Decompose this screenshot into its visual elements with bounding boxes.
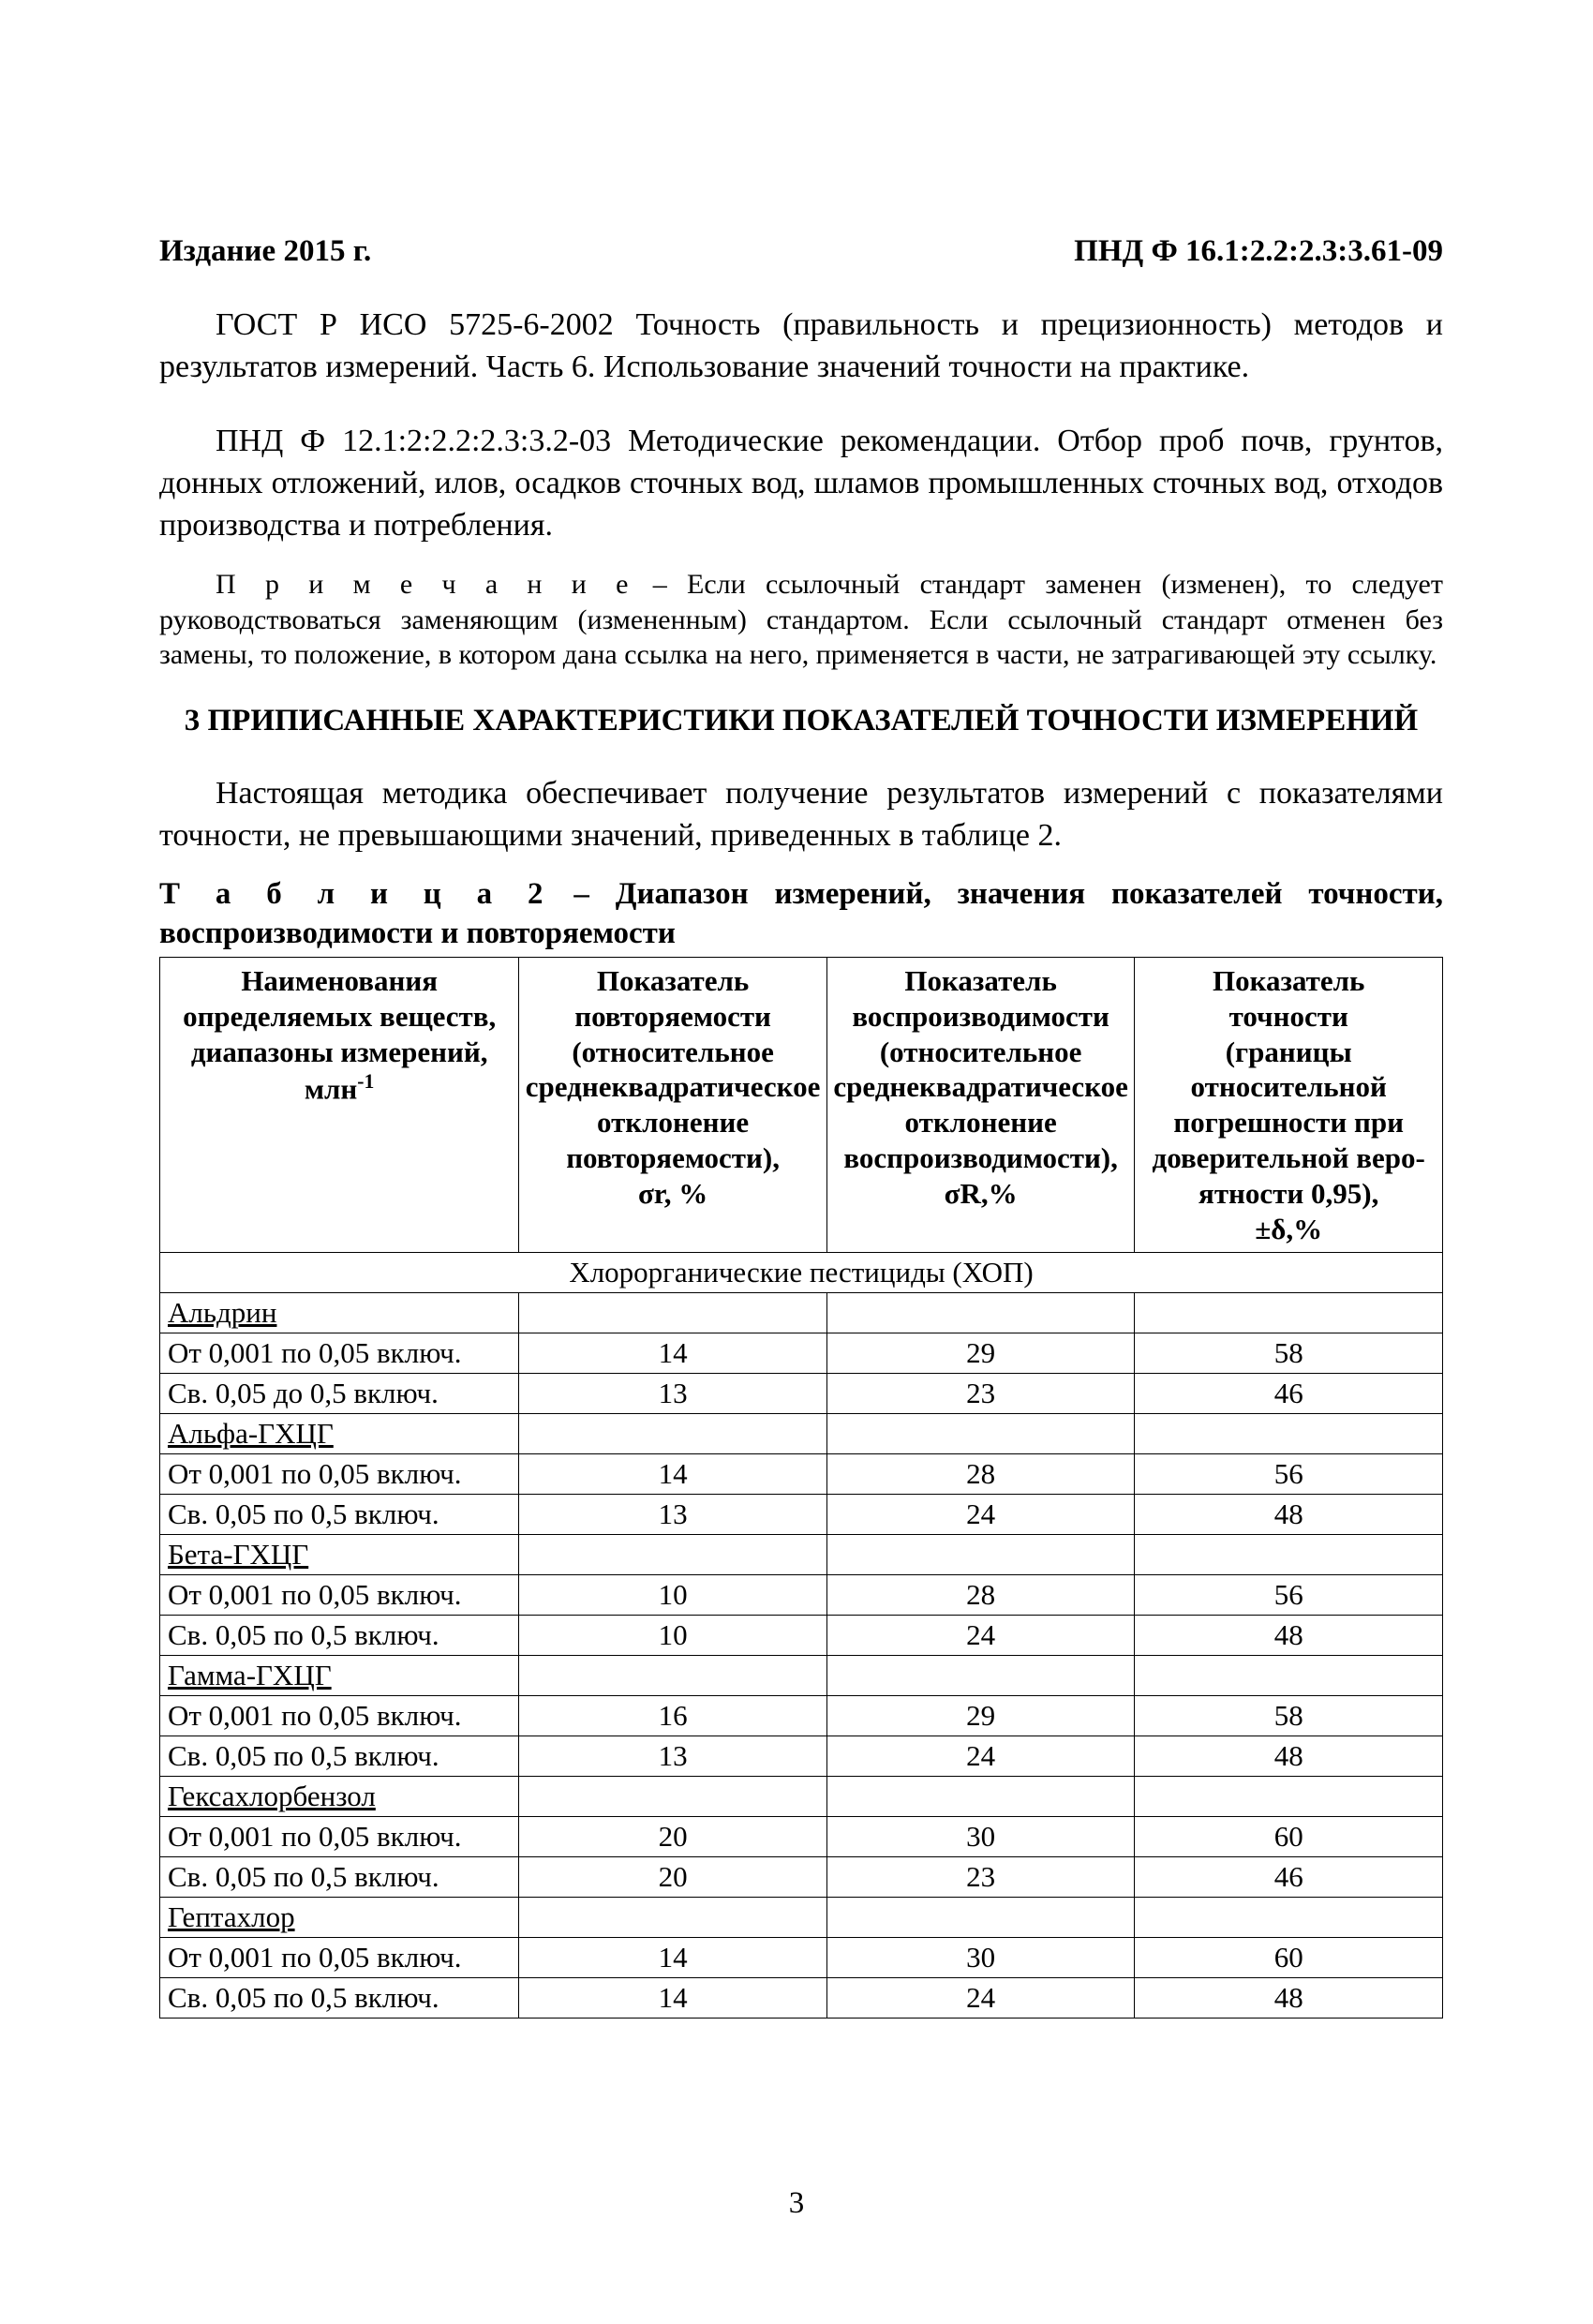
range-label: От 0,001 по 0,05 включ. [160, 1575, 519, 1616]
sigma-r: 10 [519, 1616, 827, 1656]
document-page: Издание 2015 г. ПНД Ф 16.1:2.2:2.3:3.61-… [0, 0, 1593, 2324]
sigma-R: 24 [826, 1978, 1135, 2019]
sigma-R: 28 [826, 1575, 1135, 1616]
delta: 58 [1135, 1333, 1443, 1374]
range-label: От 0,001 по 0,05 включ. [160, 1696, 519, 1736]
delta: 60 [1135, 1817, 1443, 1857]
table-row: Гамма-ГХЦГ [160, 1656, 1443, 1696]
delta: 48 [1135, 1495, 1443, 1535]
sigma-R: 29 [826, 1696, 1135, 1736]
sigma-r: 10 [519, 1575, 827, 1616]
table-caption-label: Т а б л и ц а 2 [159, 877, 548, 911]
table-row: Гептахлор [160, 1898, 1443, 1938]
table-row: От 0,001 по 0,05 включ.142958 [160, 1333, 1443, 1374]
sigma-r: 16 [519, 1696, 827, 1736]
table-row: Св. 0,05 по 0,5 включ.132448 [160, 1495, 1443, 1535]
table-row: Св. 0,05 по 0,5 включ.142448 [160, 1978, 1443, 2019]
table-row: Альдрин [160, 1293, 1443, 1333]
accuracy-table: Наименования определяемых веществ, диапа… [159, 957, 1443, 2019]
table-row: Св. 0,05 по 0,5 включ.132448 [160, 1736, 1443, 1777]
page-number: 3 [0, 2186, 1593, 2221]
range-label: От 0,001 по 0,05 включ. [160, 1817, 519, 1857]
range-label: От 0,001 по 0,05 включ. [160, 1454, 519, 1495]
sigma-r: 14 [519, 1333, 827, 1374]
range-label: Св. 0,05 по 0,5 включ. [160, 1857, 519, 1898]
sigma-r: 13 [519, 1495, 827, 1535]
table-row: От 0,001 по 0,05 включ.162958 [160, 1696, 1443, 1736]
substance-name: Гексахлорбензол [168, 1780, 376, 1812]
table-row: От 0,001 по 0,05 включ.102856 [160, 1575, 1443, 1616]
table-row: Гексахлорбензол [160, 1777, 1443, 1817]
table-body: Хлорорганические пестициды (ХОП) Альдрин… [160, 1253, 1443, 2019]
table-caption: Т а б л и ц а 2 – Диапазон измерений, зн… [159, 874, 1443, 953]
range-label: Св. 0,05 по 0,5 включ. [160, 1736, 519, 1777]
table-row: Св. 0,05 до 0,5 включ.132346 [160, 1374, 1443, 1414]
delta: 48 [1135, 1616, 1443, 1656]
substance-name: Альдрин [168, 1296, 276, 1329]
table-row: От 0,001 по 0,05 включ.143060 [160, 1938, 1443, 1978]
table-section-label: Хлорорганические пестициды (ХОП) [160, 1253, 1443, 1293]
sigma-R: 29 [826, 1333, 1135, 1374]
delta: 56 [1135, 1575, 1443, 1616]
sigma-R: 30 [826, 1938, 1135, 1978]
table-row: От 0,001 по 0,05 включ.203060 [160, 1817, 1443, 1857]
table-row: Св. 0,05 по 0,5 включ.102448 [160, 1616, 1443, 1656]
delta: 46 [1135, 1374, 1443, 1414]
table-row: От 0,001 по 0,05 включ.142856 [160, 1454, 1443, 1495]
col-substance: Наименования определяемых веществ, диапа… [160, 957, 519, 1253]
sigma-R: 28 [826, 1454, 1135, 1495]
col-repeatability: Показатель повторяемости (относительное … [519, 957, 827, 1253]
table-header-row: Наименования определяемых веществ, диапа… [160, 957, 1443, 1253]
section-intro: Настоящая методика обеспечивает получени… [159, 773, 1443, 857]
note-label: П р и м е ч а н и е [216, 569, 633, 600]
sigma-R: 24 [826, 1736, 1135, 1777]
sigma-r: 20 [519, 1857, 827, 1898]
sigma-r: 14 [519, 1978, 827, 2019]
substance-name: Альфа-ГХЦГ [168, 1417, 334, 1450]
range-label: Св. 0,05 по 0,5 включ. [160, 1616, 519, 1656]
delta: 48 [1135, 1978, 1443, 2019]
delta: 58 [1135, 1696, 1443, 1736]
substance-name: Гептахлор [168, 1900, 295, 1933]
section-heading: 3 ПРИПИСАННЫЕ ХАРАКТЕРИСТИКИ ПОКАЗАТЕЛЕЙ… [159, 701, 1443, 741]
substance-name: Гамма-ГХЦГ [168, 1659, 332, 1691]
sigma-R: 24 [826, 1495, 1135, 1535]
sigma-R: 24 [826, 1616, 1135, 1656]
substance-name: Бета-ГХЦГ [168, 1538, 308, 1571]
sigma-R: 23 [826, 1374, 1135, 1414]
delta: 60 [1135, 1938, 1443, 1978]
doc-code: ПНД Ф 16.1:2.2:2.3:3.61-09 [1074, 234, 1443, 269]
sigma-R: 30 [826, 1817, 1135, 1857]
range-label: Св. 0,05 по 0,5 включ. [160, 1978, 519, 2019]
table-section-row: Хлорорганические пестициды (ХОП) [160, 1253, 1443, 1293]
note-paragraph: П р и м е ч а н и е – Если ссылочный ста… [159, 567, 1443, 673]
paragraph-gost: ГОСТ Р ИСО 5725-6-2002 Точность (правиль… [159, 305, 1443, 389]
sigma-r: 14 [519, 1938, 827, 1978]
edition-label: Издание 2015 г. [159, 234, 371, 269]
table-row: Св. 0,05 по 0,5 включ.202346 [160, 1857, 1443, 1898]
delta: 56 [1135, 1454, 1443, 1495]
table-row: Альфа-ГХЦГ [160, 1414, 1443, 1454]
range-label: Св. 0,05 до 0,5 включ. [160, 1374, 519, 1414]
delta: 48 [1135, 1736, 1443, 1777]
sigma-r: 14 [519, 1454, 827, 1495]
sigma-r: 13 [519, 1736, 827, 1777]
sigma-R: 23 [826, 1857, 1135, 1898]
delta: 46 [1135, 1857, 1443, 1898]
range-label: От 0,001 по 0,05 включ. [160, 1938, 519, 1978]
paragraph-pndf: ПНД Ф 12.1:2:2.2:2.3:3.2-03 Методические… [159, 421, 1443, 547]
table-row: Бета-ГХЦГ [160, 1535, 1443, 1575]
col-accuracy: Показатель точности (границы относительн… [1135, 957, 1443, 1253]
sigma-r: 13 [519, 1374, 827, 1414]
sigma-r: 20 [519, 1817, 827, 1857]
range-label: От 0,001 по 0,05 включ. [160, 1333, 519, 1374]
range-label: Св. 0,05 по 0,5 включ. [160, 1495, 519, 1535]
page-header: Издание 2015 г. ПНД Ф 16.1:2.2:2.3:3.61-… [159, 234, 1443, 269]
col-reproducibility: Показатель воспроизводимости (относитель… [826, 957, 1135, 1253]
